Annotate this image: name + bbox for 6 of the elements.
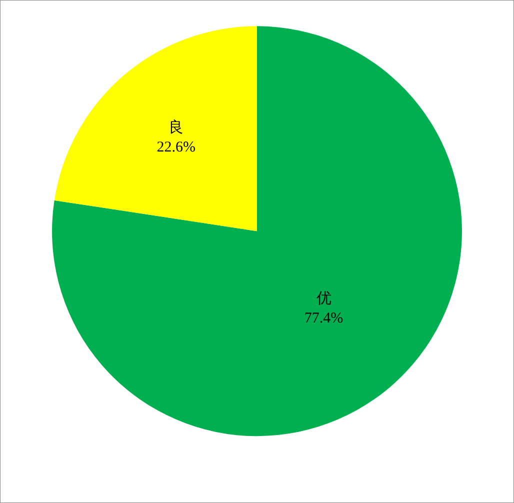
slice-label: 良	[168, 118, 184, 136]
pie-slice	[52, 26, 462, 436]
data-label: 22.6%	[156, 139, 196, 156]
slice-label: 优	[316, 291, 332, 308]
pie-slice	[54, 26, 257, 232]
data-label: 77.4%	[304, 310, 344, 327]
